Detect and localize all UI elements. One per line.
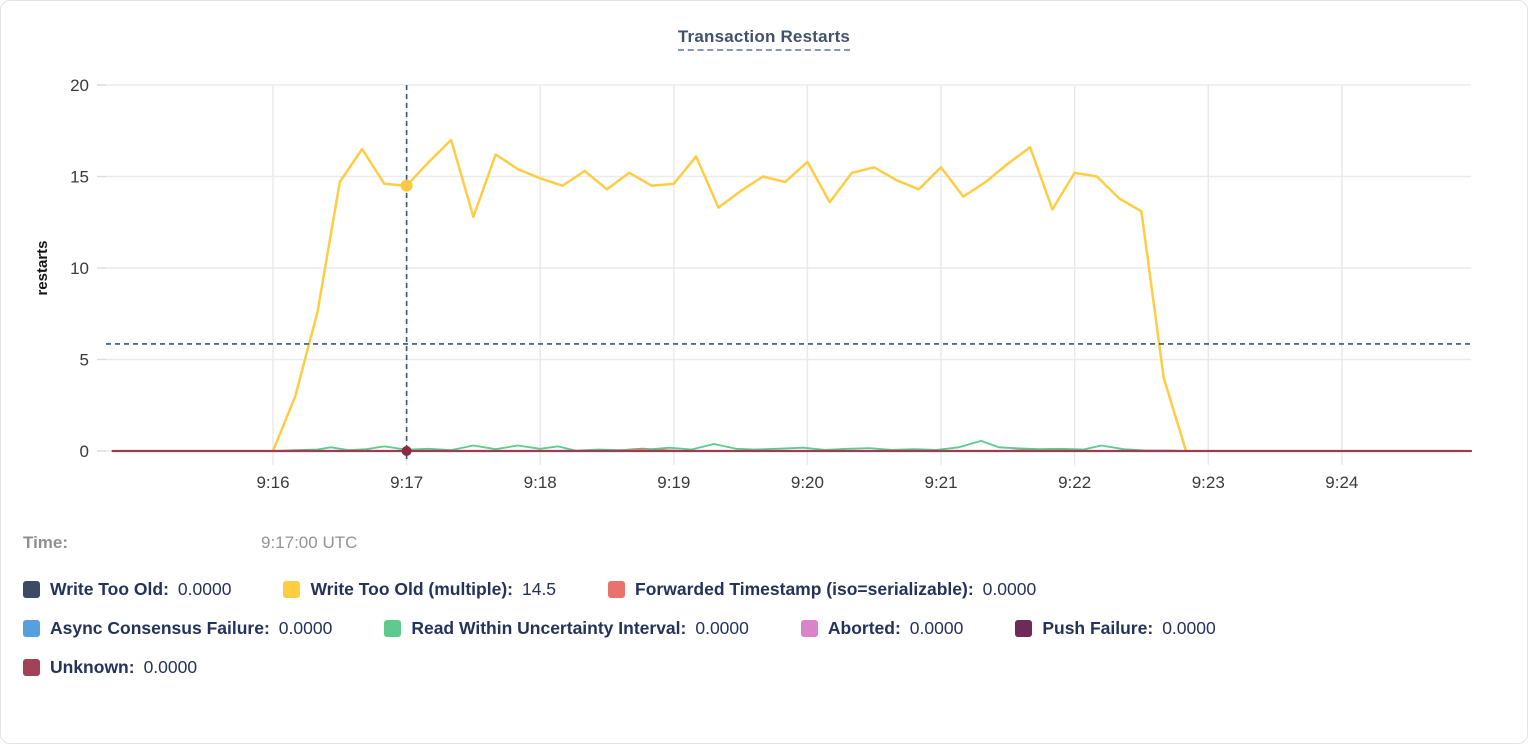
legend-item-label: Aborted: [827,618,901,638]
legend-item-label: Unknown: [50,657,135,677]
legend-item-value: 0.0000 [909,618,964,638]
legend-item-forwarded-timestamp-iso-serializable: Forwarded Timestamp (iso=serializable): 0… [608,579,1036,600]
series-color-swatch [800,620,818,637]
y-tick-label: 0 [80,442,89,461]
legend-item-unknown: Unknown: 0.0000 [23,657,197,678]
y-axis-label: restarts [34,240,51,295]
x-tick-label: 9:23 [1192,473,1225,492]
chart-canvas[interactable]: 0 5 10 15 20 9:16 9:17 9:18 9:19 9:20 9:21 9:22 9:23… [1,1,1527,506]
legend: Write Too Old: 0.0000 Write Too Old (multi… [23,579,1517,678]
legend-item-value: 0.0000 [278,618,333,638]
x-tick-label: 9:24 [1325,473,1358,492]
legend-item-label: Push Failure: [1042,618,1154,638]
legend-item-value: 0.0000 [143,657,198,677]
series-color-swatch [23,659,40,676]
legend-item-write-too-old-multiple: Write Too Old (multiple): 14.5 [283,579,556,600]
tooltip-time-row: Time: 9:17:00 UTC [23,533,1517,553]
legend-item-async-consensus-failure: Async Consensus Failure: 0.0000 [23,618,332,639]
legend-item-value: 0.0000 [1162,618,1216,638]
y-tick-label: 10 [70,259,89,278]
legend-item-value: 0.0000 [695,618,749,638]
y-tick-label: 20 [70,76,89,95]
legend-item-label: Write Too Old: [50,579,169,599]
legend-item-label: Async Consensus Failure: [50,618,270,638]
chart-title: Transaction Restarts [1,27,1527,51]
x-tick-label: 9:17 [390,473,423,492]
legend-item-label: Write Too Old (multiple): [310,579,513,599]
x-tick-label: 9:20 [791,473,824,492]
chart-title-text[interactable]: Transaction Restarts [677,27,851,51]
series-line-write-too-old-multiple- [271,138,1188,453]
hover-tooltip: Time: 9:17:00 UTC Write Too Old: 0.0000 Wr… [23,533,1517,696]
legend-row: Async Consensus Failure: 0.0000 Read Withi… [23,618,1517,639]
y-tick-label: 15 [70,168,89,187]
hover-dot [401,446,412,456]
legend-row: Unknown: 0.0000 [23,657,1517,678]
series-color-swatch [1015,620,1033,637]
legend-item-aborted: Aborted: 0.0000 [800,618,964,639]
x-tick-label: 9:22 [1058,473,1091,492]
hover-dot [400,179,413,192]
series-color-swatch [23,581,40,598]
series-color-swatch [384,620,402,637]
series-color-swatch [23,620,40,637]
legend-item-value: 0.0000 [982,579,1037,599]
series-color-swatch [283,581,301,598]
legend-item-push-failure: Push Failure: 0.0000 [1015,618,1216,639]
y-tick-label: 5 [80,351,89,370]
x-tick-label: 9:18 [524,473,557,492]
legend-item-value: 14.5 [521,579,557,599]
x-tick-label: 9:16 [256,473,289,492]
tooltip-time-value: 9:17:00 UTC [261,533,358,552]
tooltip-time-label: Time: [23,533,69,552]
legend-item-label: Forwarded Timestamp (iso=serializable): [635,579,974,599]
x-tick-label: 9:19 [657,473,690,492]
legend-item-write-too-old: Write Too Old: 0.0000 [23,579,231,600]
legend-item-label: Read Within Uncertainty Interval: [411,618,687,638]
legend-item-read-within-uncertainty-interval: Read Within Uncertainty Interval: 0.0000 [384,618,749,639]
x-tick-label: 9:21 [924,473,957,492]
legend-row: Write Too Old: 0.0000 Write Too Old (multi… [23,579,1517,600]
series-color-swatch [608,581,626,598]
legend-item-value: 0.0000 [177,579,232,599]
